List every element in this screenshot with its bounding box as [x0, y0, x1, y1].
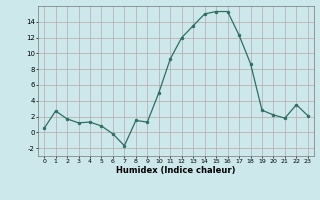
X-axis label: Humidex (Indice chaleur): Humidex (Indice chaleur) [116, 166, 236, 175]
